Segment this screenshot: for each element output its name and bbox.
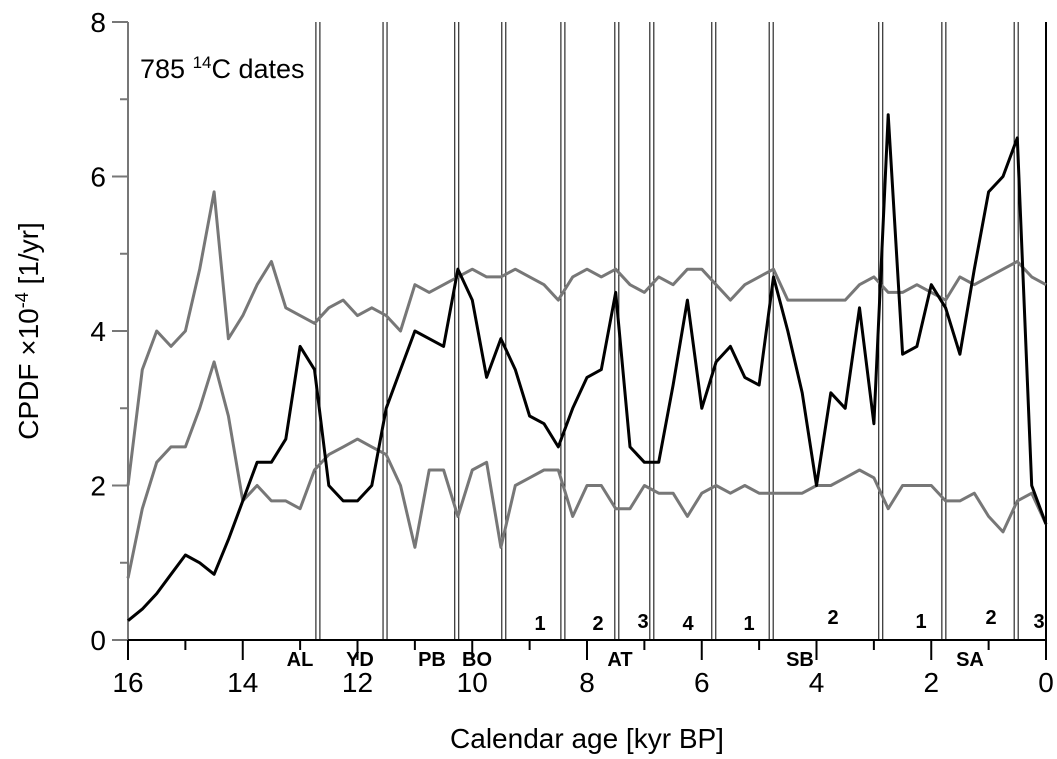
- subzone-label: 2: [827, 607, 838, 629]
- x-tick-label: 12: [342, 667, 373, 698]
- zone-label: AL: [287, 649, 314, 671]
- y-label-main: CPDF ×10: [13, 308, 44, 440]
- y-tick-label: 0: [90, 625, 106, 656]
- subzone-label: 1: [534, 613, 545, 635]
- zone-label: BO: [462, 649, 492, 671]
- subzone-label: 2: [985, 607, 996, 629]
- zone-label: YD: [346, 649, 374, 671]
- x-axis-label: Calendar age [kyr BP]: [450, 723, 724, 754]
- annotation: 785 14C dates: [140, 53, 305, 84]
- y-axis-label: CPDF ×10-4 [1/yr]: [12, 222, 44, 440]
- annotation-rest: C dates: [211, 54, 304, 84]
- annotation-number: 785: [140, 54, 193, 84]
- x-tick-label: 8: [579, 667, 595, 698]
- subzone-label: 1: [743, 613, 754, 635]
- y-tick-label: 4: [90, 316, 106, 347]
- series-line: [126, 360, 1048, 579]
- zone-label: SB: [786, 649, 814, 671]
- subzone-label: 3: [1033, 611, 1044, 633]
- x-tick-label: 6: [694, 667, 710, 698]
- subzone-label: 1: [915, 611, 926, 633]
- subzone-label: 3: [637, 611, 648, 633]
- y-tick-label: 8: [90, 7, 106, 38]
- y-tick-label: 2: [90, 471, 106, 502]
- x-tick-label: 14: [227, 667, 258, 698]
- y-tick-label: 6: [90, 162, 106, 193]
- x-tick-label: 0: [1038, 667, 1054, 698]
- zone-label: SA: [956, 649, 984, 671]
- series-line: [127, 113, 1048, 622]
- y-label-unit: [1/yr]: [13, 222, 44, 292]
- x-tick-label: 10: [457, 667, 488, 698]
- subzone-label: 2: [592, 613, 603, 635]
- zone-label: AT: [607, 649, 632, 671]
- y-label-sup: -4: [12, 292, 32, 308]
- x-tick-label: 4: [809, 667, 825, 698]
- x-tick-label: 2: [923, 667, 939, 698]
- annotation-sup: 14: [193, 53, 212, 72]
- x-tick-label: 16: [112, 667, 143, 698]
- zone-label: PB: [418, 649, 446, 671]
- subzone-label: 4: [682, 613, 694, 635]
- series-line: [126, 190, 1047, 486]
